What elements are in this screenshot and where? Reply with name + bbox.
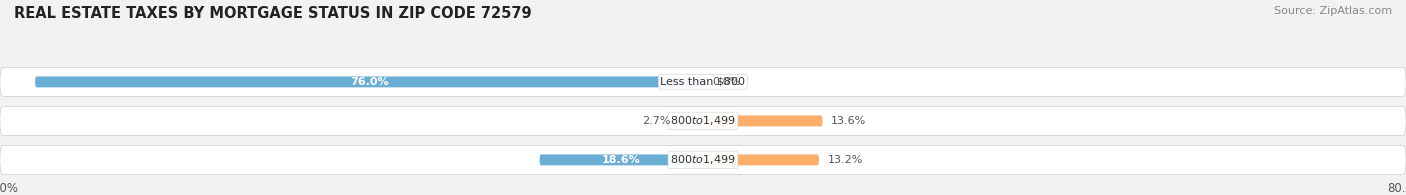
- FancyBboxPatch shape: [35, 76, 703, 87]
- FancyBboxPatch shape: [703, 115, 823, 126]
- Text: 18.6%: 18.6%: [602, 155, 641, 165]
- Text: 76.0%: 76.0%: [350, 77, 388, 87]
- FancyBboxPatch shape: [0, 67, 1406, 96]
- FancyBboxPatch shape: [703, 154, 818, 165]
- FancyBboxPatch shape: [0, 145, 1406, 174]
- Text: Source: ZipAtlas.com: Source: ZipAtlas.com: [1274, 6, 1392, 16]
- Text: $800 to $1,499: $800 to $1,499: [671, 153, 735, 166]
- Text: 2.7%: 2.7%: [643, 116, 671, 126]
- Text: 13.6%: 13.6%: [831, 116, 866, 126]
- FancyBboxPatch shape: [540, 154, 703, 165]
- FancyBboxPatch shape: [0, 106, 1406, 135]
- Text: Less than $800: Less than $800: [661, 77, 745, 87]
- Text: $800 to $1,499: $800 to $1,499: [671, 114, 735, 127]
- Text: 0.0%: 0.0%: [711, 77, 740, 87]
- FancyBboxPatch shape: [679, 115, 703, 126]
- Text: REAL ESTATE TAXES BY MORTGAGE STATUS IN ZIP CODE 72579: REAL ESTATE TAXES BY MORTGAGE STATUS IN …: [14, 6, 531, 21]
- Text: 13.2%: 13.2%: [828, 155, 863, 165]
